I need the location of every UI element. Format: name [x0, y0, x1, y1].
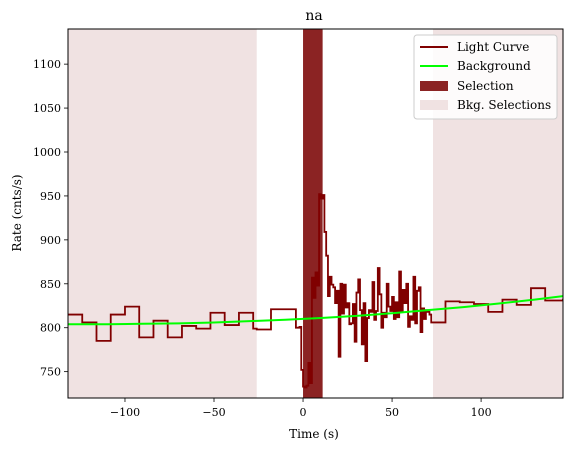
axis-ticks: −100 −50 0 50 100 750 800 850 900 950 1000 1050 1100 — [33, 58, 492, 419]
legend-box — [413, 34, 558, 120]
light-curve-line — [68, 193, 563, 389]
legend-selection-label: Selection — [457, 79, 514, 93]
x-axis-label: Time (s) — [289, 427, 339, 441]
x-tick-label: 0 — [300, 406, 307, 419]
y-tick-label: 800 — [40, 322, 61, 335]
legend-selection-swatch — [420, 81, 448, 91]
y-axis-label: Rate (cnts/s) — [10, 174, 24, 251]
legend-light-curve-label: Light Curve — [457, 40, 529, 54]
bkg-selection-region-0 — [68, 29, 257, 398]
y-tick-label: 750 — [40, 366, 61, 379]
y-tick-label: 850 — [40, 278, 61, 291]
selection-region — [303, 29, 323, 398]
plot-frame — [67, 28, 564, 399]
y-tick-label: 900 — [40, 234, 61, 247]
y-tick-label: 1100 — [33, 58, 61, 71]
x-tick-label: 50 — [385, 406, 399, 419]
x-tick-label: −100 — [110, 406, 140, 419]
x-tick-label: −50 — [202, 406, 225, 419]
y-tick-label: 1000 — [33, 146, 61, 159]
legend-bkg-selections-label: Bkg. Selections — [457, 98, 551, 112]
legend-background-label: Background — [457, 59, 531, 73]
legend-bkg-selections-swatch — [420, 100, 448, 110]
plot-area — [68, 29, 563, 398]
y-tick-label: 950 — [40, 190, 61, 203]
background-line — [68, 295, 563, 326]
x-tick-label: 100 — [471, 406, 492, 419]
chart-title: na — [305, 8, 322, 24]
y-tick-label: 1050 — [33, 102, 61, 115]
legend: Light Curve Background Selection Bkg. Se… — [413, 34, 558, 120]
